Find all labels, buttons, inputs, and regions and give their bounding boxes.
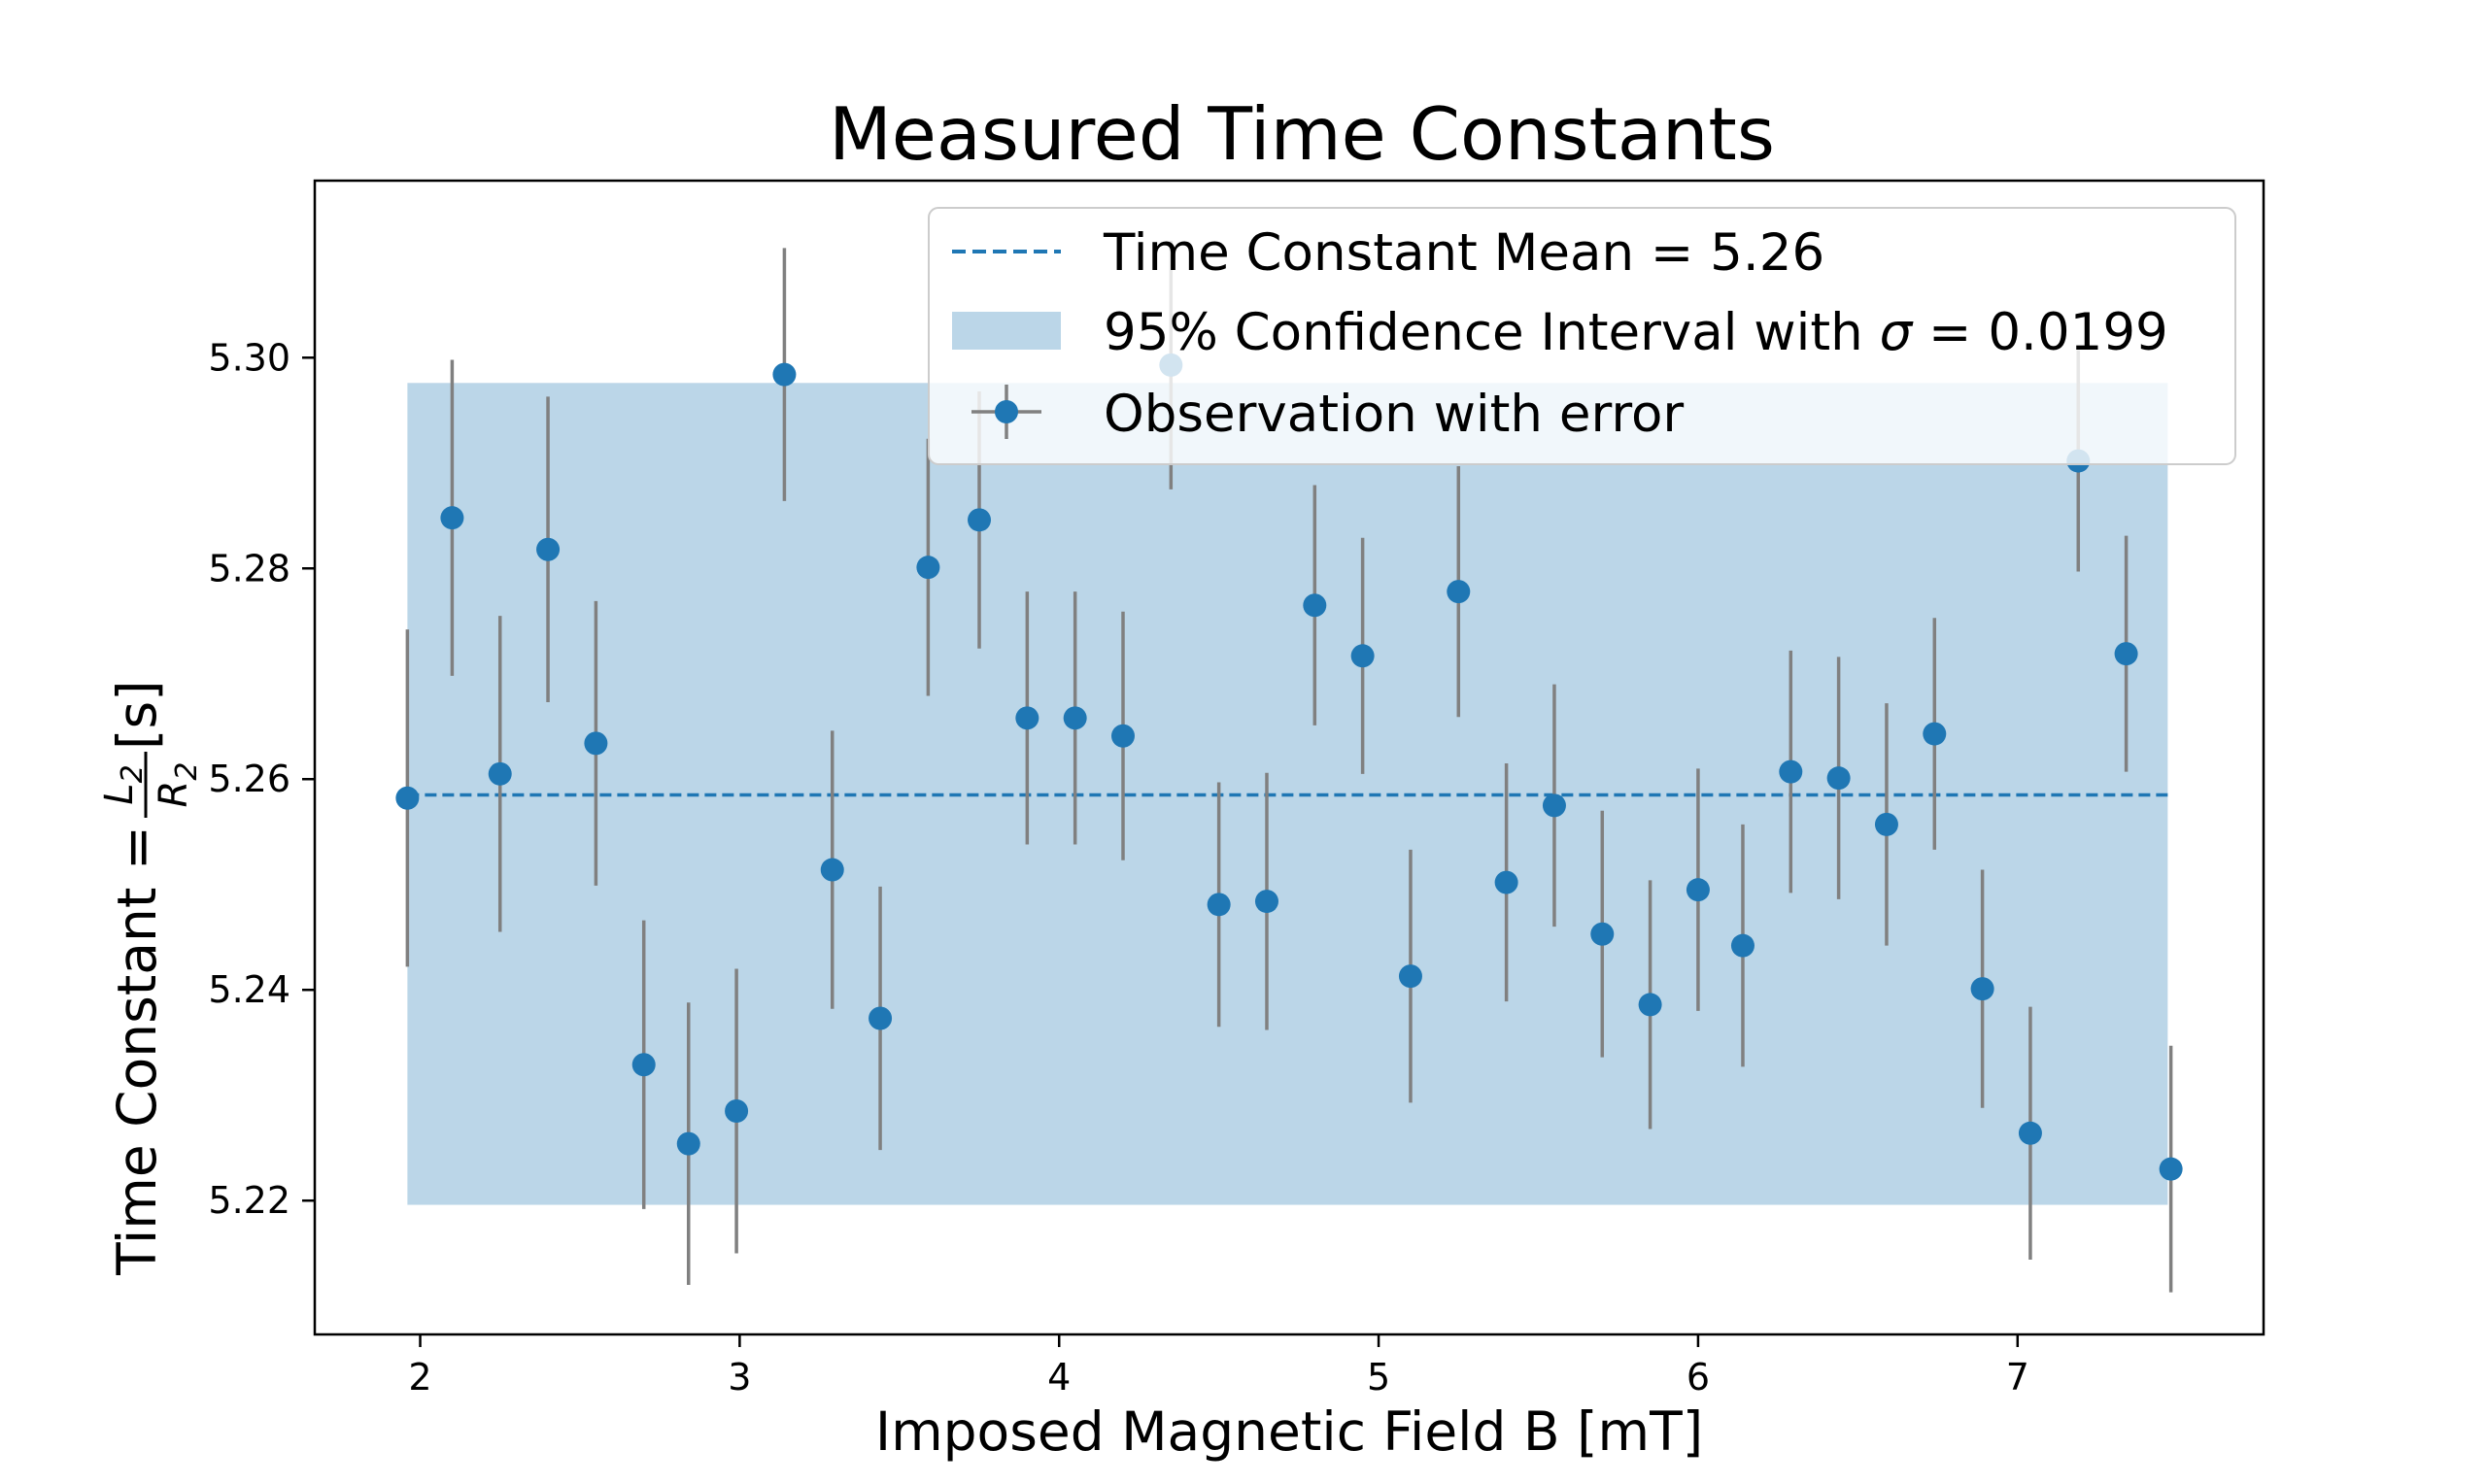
x-tick-label: 6 (1686, 1356, 1710, 1399)
data-point (1207, 893, 1231, 917)
chart-title: Measured Time Constants (829, 91, 1775, 177)
axes-frame (313, 179, 2266, 1336)
legend: Time Constant Mean = 5.26 95% Confidence… (928, 207, 2236, 465)
data-point (916, 556, 940, 580)
legend-band-sigma: σ (1880, 303, 1914, 362)
data-point (1063, 706, 1087, 730)
data-point (2159, 1157, 2183, 1181)
x-tick-label: 4 (1047, 1356, 1071, 1399)
data-point (1590, 922, 1615, 946)
legend-mean-label: Time Constant Mean = 5.26 (1103, 223, 1824, 283)
data-point (1303, 593, 1327, 618)
data-point (1542, 793, 1566, 818)
y-tick-label: 5.30 (208, 336, 290, 379)
y-tick-label: 5.24 (208, 968, 290, 1011)
data-point (1494, 870, 1518, 894)
data-point (584, 731, 608, 756)
data-point (1874, 812, 1898, 836)
data-point (1826, 766, 1851, 791)
data-point (1970, 977, 1994, 1001)
data-point (1447, 580, 1471, 604)
y-tick-label: 5.26 (208, 758, 290, 800)
data-point (1779, 759, 1803, 784)
y-axis-label-suffix: [s] (106, 680, 168, 750)
data-point (820, 858, 844, 882)
svg-text:L2: L2 (97, 764, 150, 804)
data-point (2018, 1121, 2042, 1145)
x-tick-label: 5 (1367, 1356, 1390, 1399)
legend-band-value: 0.0199 (1988, 303, 2167, 362)
data-point (1015, 706, 1039, 730)
legend-band-prefix: 95% Confidence Interval with (1104, 303, 1880, 362)
data-point (631, 1053, 656, 1077)
y-label-numerator: L (97, 783, 142, 804)
data-point (440, 506, 464, 530)
x-axis-label: Imposed Magnetic Field B [mT] (875, 1400, 1703, 1463)
y-label-denominator: R (152, 781, 196, 808)
legend-box (928, 207, 2236, 465)
data-point (1686, 878, 1710, 902)
data-point (772, 362, 797, 387)
data-point (1350, 644, 1375, 668)
y-label-denominator-sub: 2 (170, 762, 204, 781)
data-point (1254, 890, 1278, 914)
y-label-numerator-sub: 2 (116, 764, 150, 783)
y-tick-label: 5.22 (208, 1179, 290, 1222)
y-tick-label: 5.28 (208, 547, 290, 590)
data-point (395, 786, 420, 810)
plot-area (395, 240, 2183, 1293)
x-tick-label: 2 (408, 1356, 431, 1399)
data-point (1110, 724, 1135, 748)
x-tick-label: 3 (728, 1356, 751, 1399)
svg-text:R2: R2 (152, 762, 204, 808)
legend-obs-marker (995, 400, 1018, 423)
data-point (725, 1098, 749, 1123)
legend-obs-label: Observation with error (1104, 385, 1684, 444)
y-axis-ticks: 5.22 5.24 5.26 5.28 5.30 (208, 336, 315, 1222)
y-axis-label-fraction: L2 R2 (97, 752, 204, 818)
y-axis-label: Time Constant = L2 R2 [s] (97, 680, 204, 1276)
legend-band-swatch (952, 312, 1061, 350)
data-point (676, 1131, 700, 1156)
legend-band-eq: = (1912, 303, 1988, 362)
data-point (536, 537, 561, 561)
data-point (2114, 642, 2138, 666)
data-point (1638, 993, 1662, 1017)
x-tick-label: 7 (2006, 1356, 2029, 1399)
data-point (1730, 933, 1755, 958)
data-point (869, 1006, 893, 1030)
y-axis-label-prefix: Time Constant = (106, 826, 168, 1276)
data-points (395, 353, 2183, 1181)
data-point (968, 508, 992, 532)
legend-band-label: 95% Confidence Interval with σ = 0.0199 (1104, 303, 2168, 362)
x-axis-ticks: 2 3 4 5 6 7 (408, 1334, 2029, 1399)
data-point (488, 761, 512, 786)
data-point (1923, 722, 1947, 746)
data-point (1398, 964, 1422, 989)
